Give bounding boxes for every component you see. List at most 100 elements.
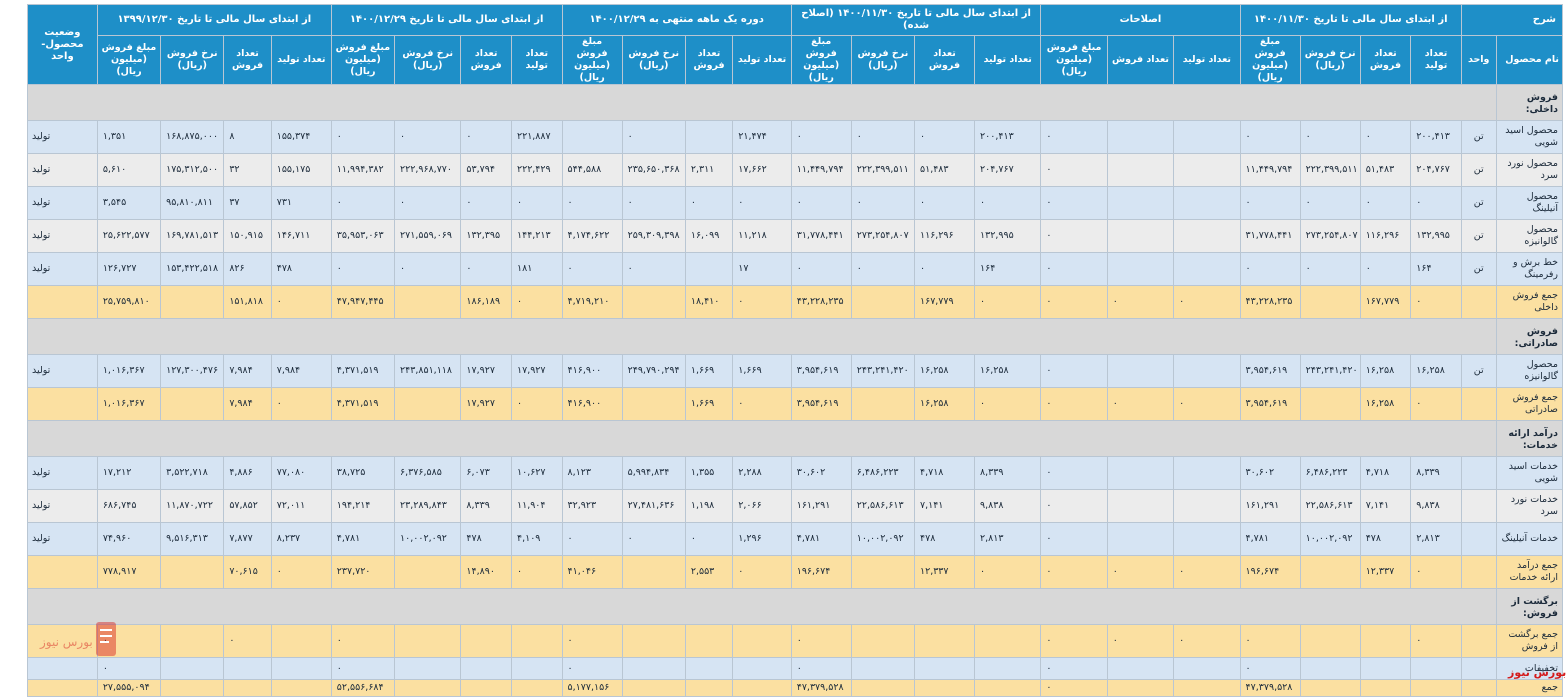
value-cell: ۰ [460,252,512,286]
value-cell: ۷,۹۸۴ [223,354,272,388]
value-cell: ۰ [460,186,512,220]
value-cell: ۹,۵۱۶,۳۱۳ [160,522,225,556]
table-row: خدمات آنیلینگ ۲,۸۱۳ ۴۷۸ ۱۰,۰۰۲,۰۹۲ ۴,۷۸۱ ۰ ۲,۸… [27,522,1564,556]
value-cell: ۰ [270,285,332,319]
value-cell: ۲۷۳,۲۵۴,۸۰۷ [850,219,915,253]
value-cell [160,679,225,697]
value-cell: ۲۲,۵۸۶,۶۱۳ [1299,489,1361,523]
value-cell [621,624,686,658]
value-cell: ۰ [684,522,734,556]
row-label: خدمات اسید شویی [1495,456,1564,490]
value-cell: ۱۶۹,۷۸۱,۵۱۳ [160,219,225,253]
value-cell: ۱۷۵,۳۱۲,۵۰۰ [160,153,225,187]
value-cell: ۸,۳۳۹ [974,456,1042,490]
value-cell [1106,354,1175,388]
value-cell [1106,679,1175,697]
value-cell: ۰ [561,186,623,220]
total-row: جمع درآمد ارائه خدمات ۰ ۱۲,۳۳۷ ۱۹۶,۶۷۴ ۰ ۰ ۰ ۰ ۱… [27,555,1564,589]
value-cell: ۱۶۷,۷۷۹ [913,285,976,319]
value-cell: ۰ [1359,252,1412,286]
value-cell: ۲,۸۱۳ [1410,522,1462,556]
table-row: خط برش و رفرمینگ تن ۱۶۴ ۰ ۰ ۰ ۰ ۱۶۴ ۰ ۰ ۰ ۱۷ ۰ ۰ ۱۸۱ ۰ ۰… [27,252,1564,286]
row-label: خدمات نورد سرد [1495,489,1564,523]
value-cell: ۱۶,۲۵۸ [1359,387,1412,421]
value-cell: ۵۳,۷۹۴ [460,153,512,187]
value-cell: ۱۱,۹۰۴ [510,489,563,523]
unit-cell [1460,456,1497,490]
value-cell [460,657,512,680]
value-cell: ۳,۹۵۴,۶۱۹ [1239,354,1301,388]
value-cell: ۱۶,۲۵۸ [913,354,976,388]
value-cell: ۰ [974,285,1042,319]
value-cell [1106,153,1175,187]
value-cell: ۰ [850,186,915,220]
value-cell: ۷,۱۴۱ [913,489,976,523]
value-cell: ۰ [790,186,852,220]
value-cell: ۰ [1040,153,1108,187]
value-cell: ۱۰,۶۲۷ [510,456,563,490]
unit-cell [1460,555,1497,589]
value-cell: ۲۴۹,۷۹۰,۲۹۴ [621,354,686,388]
value-cell [732,657,792,680]
section-fill [27,318,1497,355]
value-cell: ۰ [510,285,563,319]
value-cell [160,657,225,680]
row-label: خط برش و رفرمینگ [1495,252,1564,286]
value-cell: ۰ [561,657,623,680]
header-sales-count: تعداد فروش [460,35,512,85]
value-cell [974,679,1042,697]
value-cell: ۰ [1040,456,1108,490]
value-cell [1173,456,1241,490]
value-cell: ۱۳۲,۹۹۵ [1410,219,1462,253]
header-sales-count: تعداد فروش [684,35,734,85]
value-cell: ۷,۹۸۴ [270,354,332,388]
status-cell [27,555,98,589]
value-cell: ۰ [732,555,792,589]
value-cell: ۰ [1173,555,1241,589]
unit-cell [1460,489,1497,523]
header-sales-rate: نرخ فروش (ریال) [850,35,915,85]
value-cell [1359,657,1412,680]
header-production-count: تعداد تولید [510,35,563,85]
value-cell: ۰ [330,252,396,286]
total-row: جمع فروش صادراتی ۰ ۱۶,۲۵۸ ۳,۹۵۴,۶۱۹ ۰ ۰ ۰ ۰ ۱۶,۲… [27,387,1564,421]
value-cell: ۸,۳۳۹ [1410,456,1462,490]
value-cell: ۰ [394,252,462,286]
value-cell [732,624,792,658]
row-label: محصول گالوانیزه [1495,354,1564,388]
value-cell: ۵۱,۴۸۳ [1359,153,1412,187]
value-cell [621,555,686,589]
value-cell [913,657,976,680]
value-cell: ۳,۹۵۴,۶۱۹ [1239,387,1301,421]
value-cell: ۰ [1040,489,1108,523]
status-cell [27,624,98,658]
value-cell: ۰ [1239,624,1301,658]
status-cell [27,387,98,421]
row-label: جمع [1495,679,1564,697]
value-cell: ۶,۰۷۳ [460,456,512,490]
value-cell: ۷,۸۷۷ [223,522,272,556]
table-row: خدمات اسید شویی ۸,۳۳۹ ۴,۷۱۸ ۶,۴۸۶,۲۲۳ ۳۰,۶۰۲… [27,456,1564,490]
value-cell: ۴۱,۰۴۶ [561,555,623,589]
value-cell: ۰ [1239,186,1301,220]
value-cell [850,285,915,319]
header-unit: واحد [1460,35,1497,85]
value-cell: ۰ [913,186,976,220]
header-sales-amount: مبلغ فروش (میلیون ریال) [790,35,852,85]
value-cell: ۲۰۰,۴۱۳ [1410,120,1462,154]
value-cell: ۰ [1106,555,1175,589]
value-cell [1173,657,1241,680]
value-cell [1106,219,1175,253]
value-cell: ۲۵,۶۲۲,۵۷۷ [96,219,162,253]
value-cell: ۲۱,۴۷۴ [732,120,792,154]
value-cell: ۴۱۶,۹۰۰ [561,354,623,388]
sales-table: شرح از ابتدای سال مالی تا تاریخ ۱۴۰۰/۱۱/… [27,4,1564,697]
value-cell: ۱۲,۳۳۷ [1359,555,1412,589]
brand-caption: بورس نیوز [1508,666,1567,679]
value-cell: ۰ [1040,387,1108,421]
table-row: تخفیفات ۰ ۰ ۰ ۰ ۰ ۰ [27,657,1564,680]
header-group-5: از ابتدای سال مالی تا تاریخ ۱۴۰۰/۱۲/۲۹ [330,4,563,36]
row-label: جمع برگشت از فروش [1495,624,1564,658]
header-product-name: نام محصول [1495,35,1564,85]
value-cell: ۱۸,۴۱۰ [684,285,734,319]
